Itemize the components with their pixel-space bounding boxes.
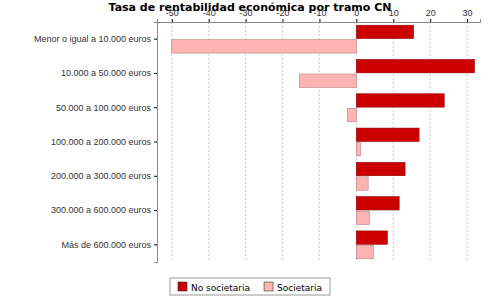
tick-label: 100.000 a 200.000 euros [51,137,152,147]
legend-box [170,278,330,295]
tick-mark [209,19,210,22]
tick: 30 [463,8,473,22]
value-axis: -50 -40 -30 -20 -10 0 10 20 30 [158,8,481,23]
tick: 300.000 a 600.000 euros [51,205,157,215]
bar [172,40,357,53]
tick-label: 10.000 a 50.000 euros [61,68,152,78]
bar [356,231,387,244]
tick: 200.000 a 300.000 euros [51,171,157,181]
tick-label: 30 [463,8,473,18]
tick-label: Menor o igual a 10.000 euros [34,34,152,44]
bar [356,197,399,210]
bar [347,108,356,121]
tick: Más de 600.000 euros [61,240,157,250]
tick: 10.000 a 50.000 euros [61,68,157,78]
bar [356,94,444,107]
bar [356,60,474,73]
bar [299,74,356,87]
bar [356,128,419,141]
bar [356,245,373,258]
tick-mark [154,39,157,40]
series [356,25,474,244]
tick: 10 [389,8,399,22]
tick-label: -20 [277,8,290,18]
tick: 0 [354,8,359,22]
series [172,40,374,259]
tick-mark [283,19,284,22]
tick: 20 [426,8,436,22]
legend: No societaria Societaria [170,278,330,295]
grid-line [282,22,283,262]
tick-label: -30 [240,8,253,18]
tick-mark [154,210,157,211]
grid-line [393,22,394,262]
tick-mark [154,107,157,108]
tick-label: 200.000 a 300.000 euros [51,171,152,181]
tick: -40 [203,8,216,22]
tick-mark [319,19,320,22]
bar [356,25,413,38]
tick-mark [154,73,157,74]
tick: 50.000 a 100.000 euros [56,103,157,113]
tick-label: -40 [203,8,216,18]
bars [172,25,475,259]
chart: Tasa de rentabilidad económica por tramo… [0,0,500,300]
grid-line [208,22,209,262]
tick-label: -10 [313,8,326,18]
tick-mark [393,19,394,22]
grid [172,22,467,262]
tick-label: 50.000 a 100.000 euros [56,103,152,113]
tick-label: 0 [354,8,359,18]
grid-line [356,22,357,262]
grid-line [245,22,246,262]
tick: -30 [240,8,253,22]
grid-line [171,22,172,262]
tick-label: Más de 600.000 euros [61,240,151,250]
grid-line [467,22,468,262]
tick: Menor o igual a 10.000 euros [34,34,157,44]
tick-label: 20 [426,8,436,18]
grid-line [430,22,431,262]
bar [356,143,360,156]
legend-item: Societaria [264,282,322,293]
tick: 100.000 a 200.000 euros [51,137,157,147]
legend-swatch [178,282,187,291]
tick-mark [430,19,431,22]
legend-item: No societaria [178,282,250,293]
tick: -10 [313,8,326,22]
tick-mark [172,19,173,22]
tick: -50 [166,8,179,22]
tick-label: 10 [389,8,399,18]
bar [356,177,368,190]
grid-line [319,22,320,262]
plot: -50 -40 -30 -20 -10 0 10 20 30 Menor o igual a 10… [34,8,481,263]
axis-line [154,23,158,263]
bar [356,211,369,224]
legend-label: Societaria [277,283,322,293]
tick-label: 300.000 a 600.000 euros [51,205,152,215]
tick-mark [154,142,157,143]
axis-line [158,19,481,23]
category-axis: Menor o igual a 10.000 euros 10.000 a 50.… [34,23,158,263]
tick-mark [467,19,468,22]
tick-label: -50 [166,8,179,18]
bar [356,162,405,175]
tick-mark [154,244,157,245]
legend-label: No societaria [191,283,250,293]
tick-mark [356,19,357,22]
tick-mark [154,176,157,177]
tick: -20 [277,8,290,22]
tick-mark [246,19,247,22]
legend-swatch [264,282,273,291]
